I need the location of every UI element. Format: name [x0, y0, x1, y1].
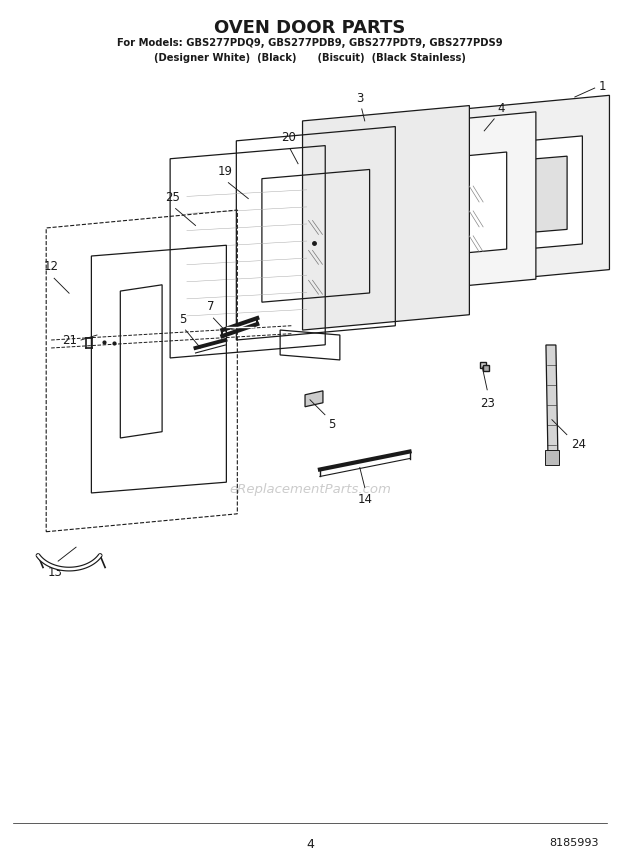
Polygon shape	[469, 95, 609, 282]
Polygon shape	[432, 152, 507, 256]
Text: 4: 4	[497, 102, 505, 115]
Text: 4: 4	[306, 838, 314, 851]
Text: 13: 13	[48, 566, 63, 580]
Polygon shape	[545, 449, 559, 465]
Text: 7: 7	[206, 300, 214, 313]
Text: 24: 24	[571, 437, 586, 450]
Text: (Designer White)  (Black)      (Biscuit)  (Black Stainless): (Designer White) (Black) (Biscuit) (Blac…	[154, 53, 466, 63]
Text: 1: 1	[599, 80, 606, 92]
Text: eReplacementParts.com: eReplacementParts.com	[229, 483, 391, 496]
Text: OVEN DOOR PARTS: OVEN DOOR PARTS	[215, 20, 405, 38]
Text: 20: 20	[281, 131, 296, 144]
Text: 19: 19	[218, 164, 233, 178]
Text: 8185993: 8185993	[549, 838, 599, 848]
Text: 14: 14	[357, 493, 372, 507]
Polygon shape	[407, 112, 536, 291]
Polygon shape	[303, 105, 469, 330]
Polygon shape	[546, 345, 558, 455]
Text: 5: 5	[328, 418, 335, 431]
Text: 12: 12	[43, 260, 59, 273]
Text: 5: 5	[179, 313, 186, 326]
Text: 23: 23	[480, 397, 495, 410]
Text: For Models: GBS277PDQ9, GBS277PDB9, GBS277PDT9, GBS277PDS9: For Models: GBS277PDQ9, GBS277PDB9, GBS2…	[117, 39, 503, 48]
Polygon shape	[305, 391, 323, 407]
Polygon shape	[496, 136, 582, 252]
Text: 25: 25	[165, 191, 180, 204]
Polygon shape	[509, 156, 567, 235]
Text: 3: 3	[356, 92, 363, 105]
Text: 21: 21	[62, 334, 77, 347]
